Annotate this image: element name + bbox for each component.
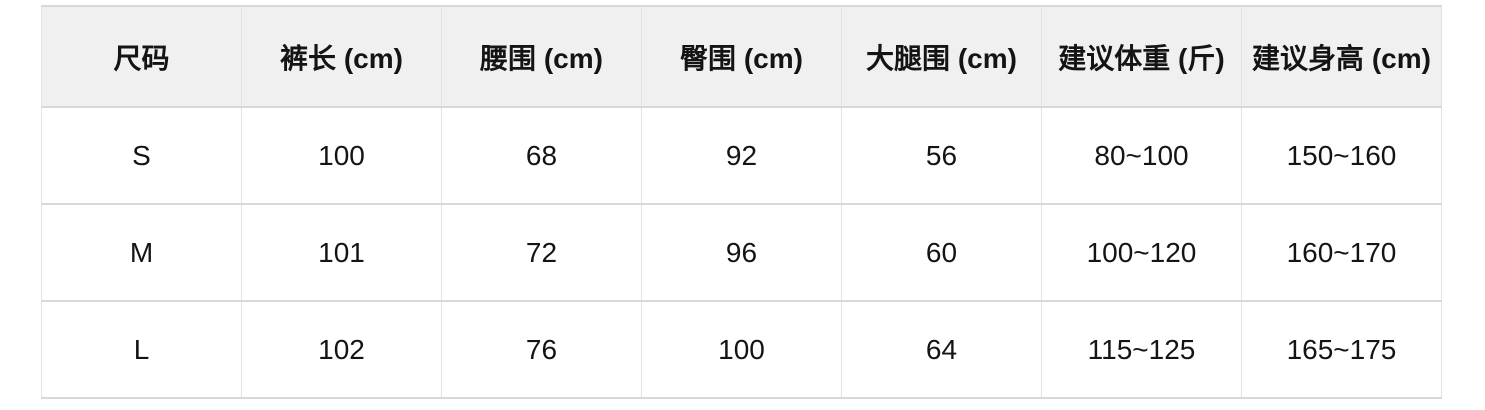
cell-waist: 68 — [441, 106, 642, 205]
cell-suggested-height: 150~160 — [1241, 106, 1442, 205]
cell-hip: 100 — [641, 300, 842, 399]
cell-waist: 76 — [441, 300, 642, 399]
table-row-size-s: S 100 68 92 56 80~100 150~160 — [41, 106, 1442, 205]
table-row-size-m: M 101 72 96 60 100~120 160~170 — [41, 203, 1442, 302]
table-row-size-l: L 102 76 100 64 115~125 165~175 — [41, 300, 1442, 399]
header-cell-thigh: 大腿围 (cm) — [841, 5, 1042, 108]
cell-suggested-weight: 100~120 — [1041, 203, 1242, 302]
cell-pant-length: 101 — [241, 203, 442, 302]
header-cell-size: 尺码 — [41, 5, 242, 108]
cell-size: L — [41, 300, 242, 399]
cell-suggested-weight: 80~100 — [1041, 106, 1242, 205]
header-cell-suggested-height: 建议身高 (cm) — [1241, 5, 1442, 108]
header-cell-hip: 臀围 (cm) — [641, 5, 842, 108]
size-chart-header: 尺码 裤长 (cm) 腰围 (cm) 臀围 (cm) 大腿围 (cm) 建议体重… — [41, 5, 1442, 108]
cell-thigh: 60 — [841, 203, 1042, 302]
header-cell-waist: 腰围 (cm) — [441, 5, 642, 108]
cell-size: S — [41, 106, 242, 205]
cell-pant-length: 100 — [241, 106, 442, 205]
size-chart-table: 尺码 裤长 (cm) 腰围 (cm) 臀围 (cm) 大腿围 (cm) 建议体重… — [41, 5, 1442, 399]
cell-size: M — [41, 203, 242, 302]
cell-thigh: 64 — [841, 300, 1042, 399]
header-row: 尺码 裤长 (cm) 腰围 (cm) 臀围 (cm) 大腿围 (cm) 建议体重… — [41, 5, 1442, 108]
cell-suggested-weight: 115~125 — [1041, 300, 1242, 399]
cell-waist: 72 — [441, 203, 642, 302]
cell-thigh: 56 — [841, 106, 1042, 205]
size-chart-body: S 100 68 92 56 80~100 150~160 M 101 72 9… — [41, 106, 1442, 399]
header-cell-suggested-weight: 建议体重 (斤) — [1041, 5, 1242, 108]
cell-hip: 92 — [641, 106, 842, 205]
cell-suggested-height: 165~175 — [1241, 300, 1442, 399]
header-cell-pant-length: 裤长 (cm) — [241, 5, 442, 108]
cell-suggested-height: 160~170 — [1241, 203, 1442, 302]
cell-pant-length: 102 — [241, 300, 442, 399]
cell-hip: 96 — [641, 203, 842, 302]
